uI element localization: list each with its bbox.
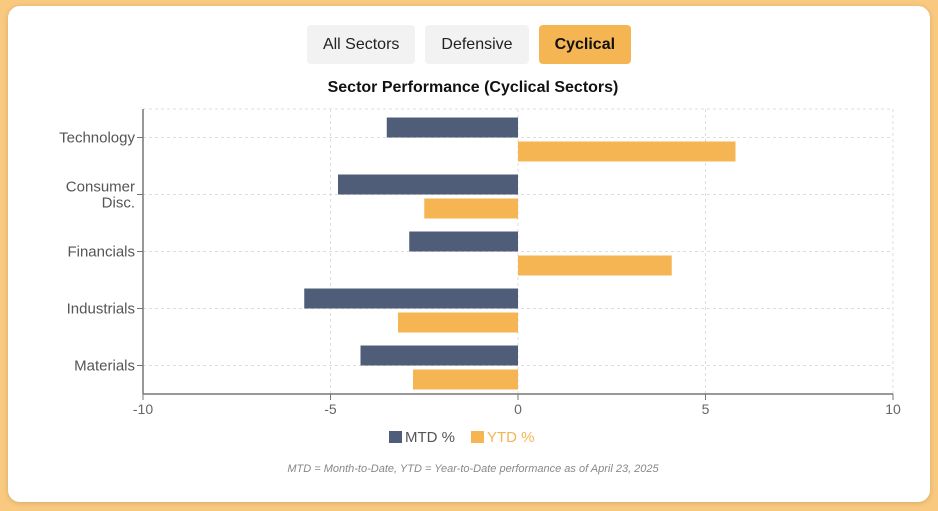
x-tick-label: 5 <box>702 401 710 417</box>
x-tick-label: -5 <box>324 401 337 417</box>
bar-mtd[interactable] <box>304 288 518 309</box>
legend-ytd-swatch <box>471 431 484 443</box>
filter-all-sectors-button[interactable]: All Sectors <box>306 25 416 64</box>
bar-mtd[interactable] <box>409 231 518 252</box>
chart-title: Sector Performance (Cyclical Sectors) <box>328 79 619 96</box>
filter-defensive-button[interactable]: Defensive <box>425 25 529 64</box>
bar-ytd[interactable] <box>413 369 518 390</box>
x-tick-label: 10 <box>885 401 901 417</box>
y-tick-label: Industrials <box>67 301 135 318</box>
bar-mtd[interactable] <box>360 345 519 366</box>
y-tick-label: Financials <box>67 244 135 261</box>
bar-ytd[interactable] <box>518 255 672 276</box>
legend-ytd-label: YTD % <box>487 429 535 446</box>
legend-mtd-swatch <box>389 431 402 443</box>
sector-performance-chart: Sector Performance (Cyclical Sectors) -1… <box>59 79 901 475</box>
y-tick-label: Materials <box>74 358 135 375</box>
legend-mtd-label: MTD % <box>405 429 455 446</box>
bar-ytd[interactable] <box>424 198 518 219</box>
bar-mtd[interactable] <box>386 117 518 138</box>
filter-button-group: All Sectors Defensive Cyclical <box>8 25 930 64</box>
footnote: MTD = Month-to-Date, YTD = Year-to-Date … <box>287 463 659 475</box>
y-tick-label: Consumer Disc. <box>66 179 135 212</box>
legend-mtd[interactable]: MTD % <box>389 429 455 446</box>
filter-cyclical-button[interactable]: Cyclical <box>538 25 632 64</box>
bar-mtd[interactable] <box>338 174 518 195</box>
bar-ytd[interactable] <box>518 141 736 162</box>
x-tick-label: 0 <box>514 401 522 417</box>
y-tick-label: Technology <box>59 130 135 147</box>
bar-ytd[interactable] <box>398 312 518 333</box>
legend-ytd[interactable]: YTD % <box>471 429 535 446</box>
x-tick-label: -10 <box>133 401 153 417</box>
chart-card: All Sectors Defensive Cyclical Sector Pe… <box>8 6 930 502</box>
